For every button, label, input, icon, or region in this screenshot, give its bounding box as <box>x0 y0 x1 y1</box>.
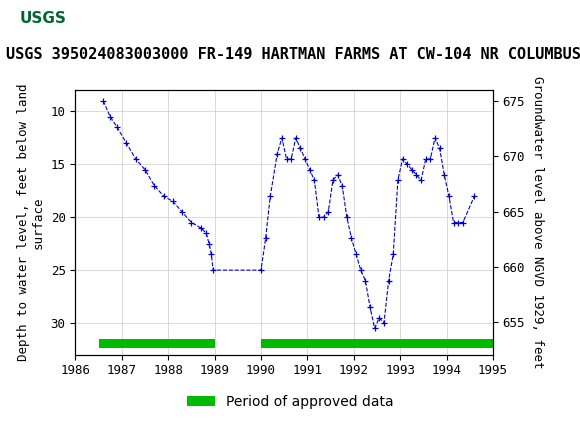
Text: USGS 395024083003000 FR-149 HARTMAN FARMS AT CW-104 NR COLUMBUS OH: USGS 395024083003000 FR-149 HARTMAN FARM… <box>6 46 580 61</box>
Text: USGS: USGS <box>20 11 67 26</box>
FancyBboxPatch shape <box>6 4 81 35</box>
Y-axis label: Groundwater level above NGVD 1929, feet: Groundwater level above NGVD 1929, feet <box>531 76 544 369</box>
Legend: Period of approved data: Period of approved data <box>181 390 399 415</box>
Y-axis label: Depth to water level, feet below land
surface: Depth to water level, feet below land su… <box>17 84 45 361</box>
